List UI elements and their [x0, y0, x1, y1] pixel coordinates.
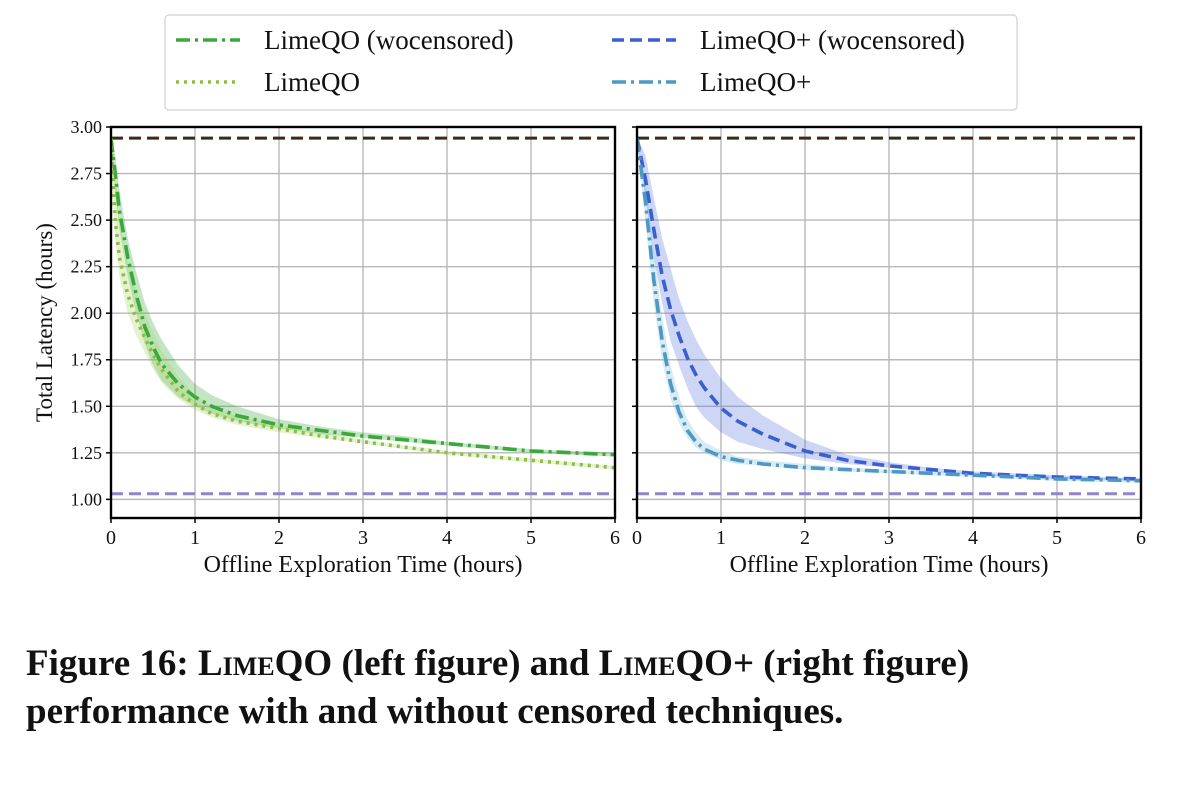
x-tick-label: 3: [358, 527, 368, 549]
x-tick-label: 4: [968, 527, 978, 549]
x-tick-label: 6: [1136, 527, 1146, 549]
legend-label: LimeQO (wocensored): [264, 25, 514, 55]
series-line: [637, 137, 1141, 481]
y-tick-label: 1.25: [71, 443, 103, 463]
x-tick-label: 0: [106, 527, 116, 549]
x-tick-label: 1: [190, 527, 200, 549]
y-tick-label: 2.50: [71, 210, 103, 230]
x-tick-label: 4: [442, 527, 452, 549]
x-axis-label: Offline Exploration Time (hours): [204, 552, 523, 578]
plot-area: [111, 137, 615, 470]
y-tick-label: 2.25: [71, 257, 103, 277]
legend-label: LimeQO: [264, 67, 360, 97]
y-tick-label: 1.75: [71, 350, 103, 370]
right-chart-panel: 0 1 2 3 4 5 6 Offline Exploration Time (hours): [632, 125, 1146, 578]
y-tick-label: 2.00: [71, 303, 103, 323]
legend: LimeQO (wocensored) LimeQO+ (wocensored) L…: [164, 14, 1018, 111]
caption-name-a: LimeQO: [197, 643, 333, 684]
legend-frame: [164, 14, 1018, 111]
x-tick-label: 5: [1052, 527, 1062, 549]
x-tick-label: 2: [800, 527, 810, 549]
legend-label: LimeQO+: [700, 67, 811, 97]
y-axis-label: Total Latency (hours): [32, 223, 57, 422]
y-tick-label: 3.00: [71, 117, 103, 137]
x-tick-label: 6: [610, 527, 620, 549]
left-chart-panel: 0 1 2 3 4 5 6 1.00 1.25 1.50 1.75 2.00 2.25 2.50 2.75 3…: [32, 117, 620, 578]
plot-area: [637, 137, 1141, 483]
x-axis-label: Offline Exploration Time (hours): [730, 552, 1049, 578]
x-tick-label: 0: [632, 527, 642, 549]
x-tick-label: 2: [274, 527, 284, 549]
figure-caption: Figure 16: LimeQO (left figure) and Lime…: [26, 640, 1166, 736]
y-tick-label: 2.75: [71, 164, 103, 184]
caption-label: Figure 16:: [26, 643, 189, 684]
x-tick-label: 3: [884, 527, 894, 549]
x-tick-label: 1: [716, 527, 726, 549]
y-tick-label: 1.00: [71, 489, 103, 509]
x-tick-label: 5: [526, 527, 536, 549]
y-tick-label: 1.50: [71, 396, 103, 416]
series-line: [637, 137, 1141, 483]
legend-label: LimeQO+ (wocensored): [700, 25, 965, 55]
figure: LimeQO (wocensored) LimeQO+ (wocensored) L…: [32, 14, 1146, 578]
caption-name-b: LimeQO+: [598, 643, 755, 684]
caption-tail: (right figure) performance with and with…: [26, 643, 970, 732]
series-line: [111, 137, 615, 457]
caption-mid: (left figure) and: [341, 643, 590, 684]
